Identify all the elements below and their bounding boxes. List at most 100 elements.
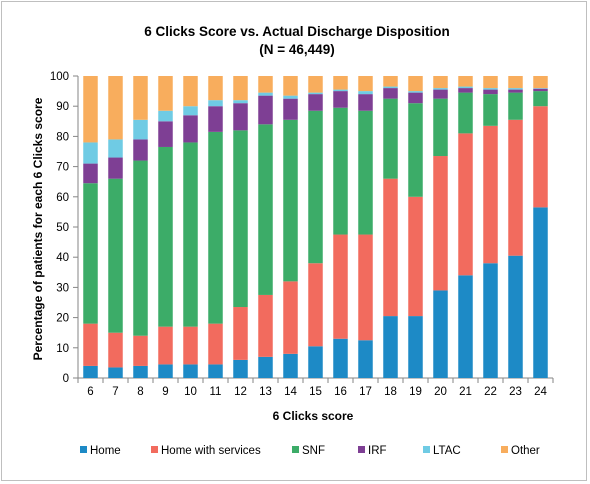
- bar-segment: [483, 88, 498, 90]
- bar-segment: [208, 76, 223, 101]
- bar-segment: [283, 76, 298, 96]
- y-tick-label: 70: [56, 162, 69, 174]
- x-tick-label: 16: [334, 386, 347, 398]
- bar-segment: [408, 92, 423, 104]
- y-tick-label: 10: [56, 343, 69, 355]
- bar-segment: [258, 76, 273, 93]
- bar-segment: [183, 364, 198, 378]
- bar-segment: [233, 100, 248, 104]
- bar-stack: [533, 76, 548, 378]
- bar-segment: [333, 107, 348, 235]
- bar-stack: [458, 76, 473, 378]
- y-tick-label: 0: [63, 373, 69, 385]
- legend: Home Home with services SNF IRF LTAC Other: [80, 445, 540, 457]
- legend-label: Home with services: [161, 445, 261, 457]
- x-tick-label: 11: [210, 386, 222, 398]
- bar-stack: [308, 76, 323, 378]
- bar-segment: [333, 89, 348, 92]
- y-tick-label: 90: [56, 101, 69, 113]
- bar-stacks: [83, 76, 548, 378]
- bar-segment: [233, 359, 248, 378]
- y-tick-label: 100: [50, 71, 69, 83]
- x-axis-title: 6 Clicks score: [273, 409, 354, 423]
- bar-segment: [508, 76, 523, 89]
- bar-segment: [458, 88, 473, 93]
- bar-segment: [158, 76, 173, 111]
- bar-segment: [458, 133, 473, 276]
- bar-segment: [333, 76, 348, 90]
- bar-segment: [308, 94, 323, 111]
- bar-segment: [83, 76, 98, 143]
- bar-segment: [408, 196, 423, 317]
- bar-segment: [383, 178, 398, 317]
- bar-segment: [358, 110, 373, 235]
- bar-segment: [208, 323, 223, 365]
- x-tick-label: 19: [409, 386, 422, 398]
- bar-segment: [483, 125, 498, 264]
- bar-segment: [433, 290, 448, 378]
- bar-segment: [158, 364, 173, 378]
- bar-segment: [158, 121, 173, 147]
- bar-segment: [233, 76, 248, 101]
- x-tick-label: 20: [434, 386, 447, 398]
- bar-segment: [533, 207, 548, 378]
- bar-stack: [333, 76, 348, 378]
- bar-segment: [383, 88, 398, 99]
- x-tick-label: 15: [309, 386, 322, 398]
- legend-swatch: [80, 446, 87, 453]
- bar-segment: [508, 255, 523, 378]
- bar-segment: [508, 88, 523, 90]
- bar-segment: [83, 142, 98, 164]
- bar-segment: [208, 364, 223, 378]
- bar-segment: [358, 340, 373, 378]
- bar-segment: [283, 98, 298, 120]
- bar-segment: [283, 119, 298, 282]
- x-tick-label: 23: [509, 386, 522, 398]
- bar-segment: [208, 100, 223, 107]
- bar-segment: [158, 326, 173, 365]
- bar-segment: [108, 139, 123, 158]
- x-tick-label: 10: [184, 386, 197, 398]
- bar-segment: [158, 146, 173, 327]
- bar-segment: [183, 106, 198, 116]
- bar-segment: [458, 86, 473, 89]
- bar-segment: [433, 98, 448, 157]
- y-tick-label: 40: [56, 252, 69, 264]
- bar-segment: [83, 365, 98, 378]
- bar-segment: [533, 91, 548, 107]
- bar-segment: [308, 76, 323, 93]
- bar-segment: [133, 76, 148, 120]
- bar-segment: [233, 307, 248, 360]
- legend-swatch: [151, 446, 158, 453]
- bar-segment: [108, 76, 123, 140]
- x-tick-label: 12: [234, 386, 247, 398]
- x-tick-label: 18: [384, 386, 397, 398]
- bar-segment: [458, 92, 473, 134]
- bar-stack: [158, 76, 173, 378]
- bar-segment: [483, 94, 498, 126]
- chart-subtitle: (N = 46,449): [259, 42, 334, 57]
- legend-swatch: [358, 446, 365, 453]
- bar-segment: [183, 76, 198, 107]
- legend-item: LTAC: [423, 445, 461, 457]
- bar-segment: [458, 275, 473, 378]
- bar-stack: [183, 76, 198, 378]
- x-tick-label: 8: [137, 386, 143, 398]
- bar-segment: [408, 91, 423, 93]
- bar-segment: [183, 326, 198, 365]
- x-axis: 6 7 8 9 10 11 12 13 14 15 16 17 18 19 20 21 22 23 24: [77, 377, 554, 398]
- x-tick-label: 22: [484, 386, 497, 398]
- bar-segment: [258, 95, 273, 125]
- bar-segment: [258, 294, 273, 357]
- bar-stack: [233, 76, 248, 378]
- y-tick-label: 60: [56, 192, 69, 204]
- bar-stack: [383, 76, 398, 378]
- bar-segment: [83, 183, 98, 324]
- bar-segment: [533, 88, 548, 89]
- bar-segment: [358, 91, 373, 95]
- legend-item: Home with services: [151, 445, 261, 457]
- bar-segment: [308, 110, 323, 264]
- bar-segment: [533, 76, 548, 89]
